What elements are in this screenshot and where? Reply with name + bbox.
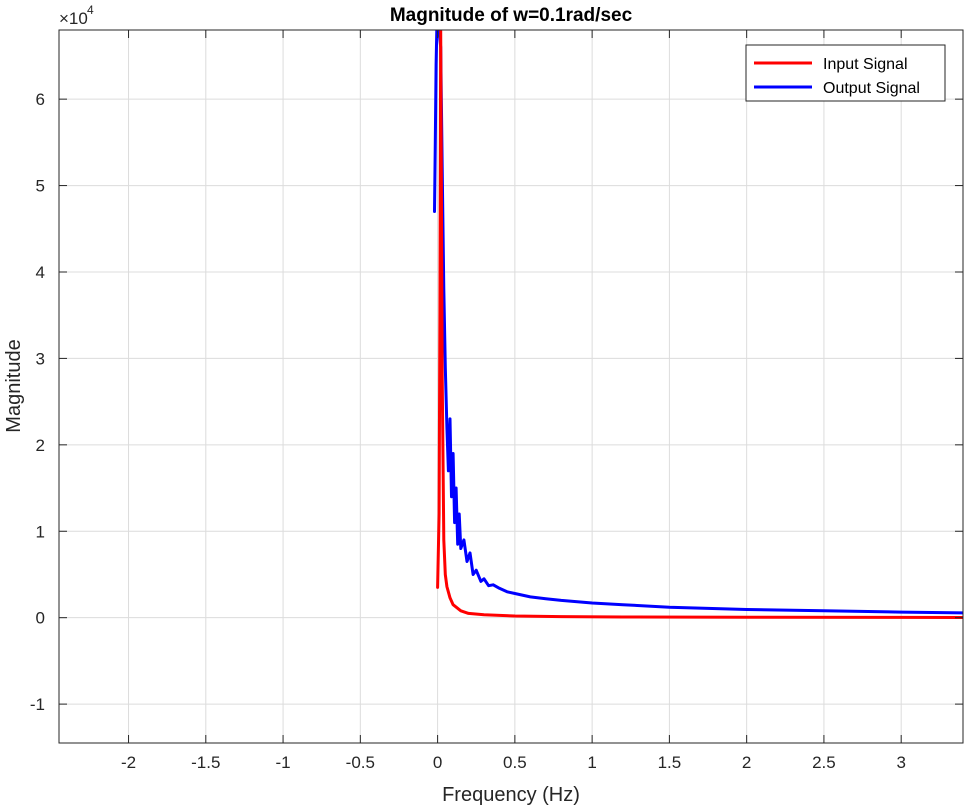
x-tick-label: 1 — [587, 753, 596, 772]
y-tick-label: -1 — [30, 695, 45, 714]
y-tick-label: 0 — [36, 609, 45, 628]
y-tick-label: 1 — [36, 522, 45, 541]
y-tick-label: 5 — [36, 177, 45, 196]
legend-label-input: Input Signal — [823, 56, 908, 73]
x-tick-label: 2.5 — [812, 753, 836, 772]
x-tick-label: 0.5 — [503, 753, 527, 772]
x-tick-label: 1.5 — [658, 753, 682, 772]
x-tick-label: 3 — [896, 753, 905, 772]
plot-area — [59, 30, 963, 743]
x-tick-label: 2 — [742, 753, 751, 772]
series-line-input — [436, 30, 963, 619]
y-tick-label: 2 — [36, 436, 45, 455]
y-exponent-label: ×10 4 — [59, 3, 94, 28]
exponent-power: 4 — [87, 3, 94, 17]
exponent-base: ×10 — [59, 9, 88, 28]
x-axis-label: Frequency (Hz) — [442, 784, 580, 806]
y-tick-label: 4 — [36, 263, 45, 282]
y-axis-label: Magnitude — [3, 339, 25, 432]
tick-labels: -2 -1.5 -1 -0.5 0 0.5 1 1.5 2 2.5 3 -1 0 1 2 3 4 5 6 — [30, 90, 906, 772]
ticks — [59, 30, 963, 743]
y-tick-label: 3 — [36, 349, 45, 368]
chart-title: Magnitude of w=0.1rad/sec — [390, 5, 633, 26]
series-layer — [433, 30, 963, 619]
legend-box — [745, 44, 946, 102]
x-tick-label: -0.5 — [346, 753, 375, 772]
y-tick-label: 6 — [36, 90, 45, 109]
x-tick-label: -1.5 — [191, 753, 220, 772]
x-tick-label: 0 — [433, 753, 442, 772]
plot-frame — [58, 29, 964, 744]
x-tick-label: -1 — [276, 753, 291, 772]
legend-label-output: Output Signal — [823, 80, 920, 97]
x-tick-label: -2 — [121, 753, 136, 772]
legend: Input Signal Output Signal — [745, 44, 946, 102]
